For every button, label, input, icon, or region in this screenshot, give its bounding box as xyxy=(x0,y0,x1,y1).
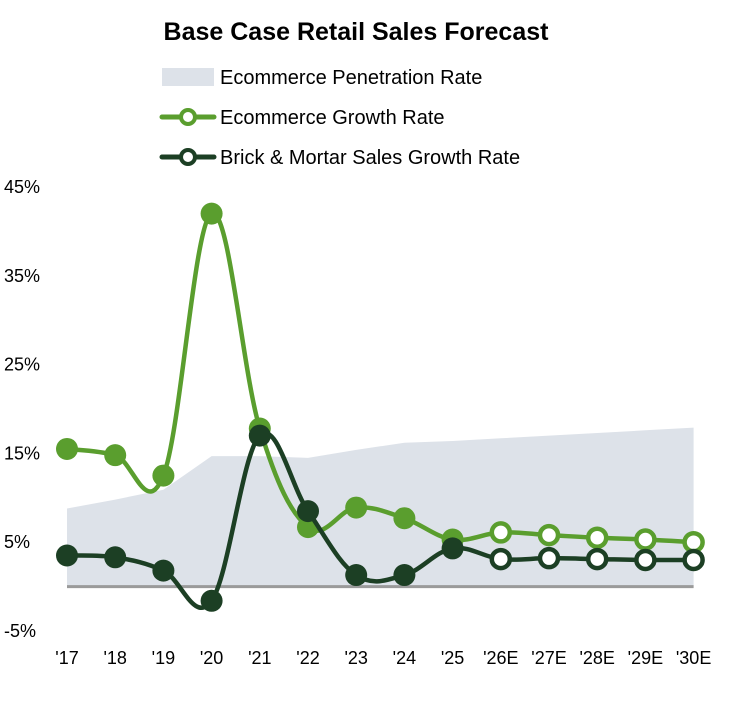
legend-marker-brick-mortar-sales-growth-rate xyxy=(179,148,197,166)
ecommerce-growth-rate-point-0 xyxy=(56,437,78,460)
chart-title: Base Case Retail Sales Forecast xyxy=(164,18,550,46)
y-axis: 45% 35% 25% 15% 5% -5% xyxy=(4,177,40,641)
brick-mortar-sales-growth-rate-point-2 xyxy=(152,559,175,582)
ecommerce-growth-rate-point-12 xyxy=(634,528,657,551)
brick-mortar-sales-growth-rate-point-1 xyxy=(104,546,127,569)
x-tick-label: '18 xyxy=(103,648,126,668)
brick-mortar-sales-growth-rate-point-7 xyxy=(393,564,416,587)
brick-mortar-sales-growth-rate-point-6 xyxy=(345,564,368,587)
ecommerce-growth-rate-point-6 xyxy=(345,496,368,519)
legend-marker-ecommerce-growth-rate xyxy=(179,108,197,126)
x-tick-label: '26E xyxy=(483,648,518,668)
ecommerce-growth-rate-point-3 xyxy=(200,202,223,225)
x-tick-label: '21 xyxy=(248,648,271,668)
x-tick-label: '28E xyxy=(579,648,614,668)
ecommerce-growth-rate-point-7 xyxy=(393,507,416,530)
y-tick-label: 35% xyxy=(4,266,40,286)
brick-mortar-sales-growth-rate-point-10 xyxy=(537,546,561,570)
ecommerce-growth-rate-point-11 xyxy=(585,526,609,550)
brick-mortar-sales-growth-rate-point-12 xyxy=(634,548,657,572)
penetration-area xyxy=(67,427,694,587)
legend-label-ecommerce-penetration-rate: Ecommerce Penetration Rate xyxy=(220,67,482,89)
brick-mortar-sales-growth-rate-point-13 xyxy=(682,548,705,572)
x-tick-label: '24 xyxy=(393,648,416,668)
y-tick-label: 15% xyxy=(4,443,40,463)
ecommerce-growth-rate-point-9 xyxy=(489,521,513,544)
brick-mortar-sales-growth-rate-point-3 xyxy=(200,589,223,612)
x-tick-label: '29E xyxy=(628,648,663,668)
y-tick-label: 25% xyxy=(4,355,40,375)
x-tick-label: '27E xyxy=(531,648,566,668)
ecommerce-growth-rate-point-1 xyxy=(104,444,127,467)
brick-mortar-sales-growth-rate-point-11 xyxy=(585,547,609,571)
legend: Ecommerce Penetration Rate Ecommerce Grow… xyxy=(159,67,520,169)
legend-label-ecommerce-growth-rate: Ecommerce Growth Rate xyxy=(220,107,445,129)
legend-swatch-ecommerce-penetration-rate xyxy=(162,68,214,86)
ecommerce-growth-rate-point-10 xyxy=(537,523,561,547)
x-axis: '17 '18 '19 '20 '21 '22 '23 '24 '25 '26E '27E '28E '… xyxy=(55,648,711,668)
brick-mortar-sales-growth-rate-point-5 xyxy=(297,500,319,523)
x-tick-label: '30E xyxy=(676,648,711,668)
x-tick-label: '20 xyxy=(200,648,223,668)
y-tick-label: -5% xyxy=(4,621,36,641)
y-tick-label: 45% xyxy=(4,177,40,197)
x-tick-label: '25 xyxy=(441,648,464,668)
brick-mortar-sales-growth-rate-point-8 xyxy=(441,537,464,560)
ecommerce-growth-rate-point-13 xyxy=(682,530,705,554)
ecommerce-growth-rate-point-2 xyxy=(152,464,175,487)
x-tick-label: '19 xyxy=(152,648,175,668)
brick-mortar-sales-growth-rate-point-0 xyxy=(56,544,78,567)
x-tick-label: '17 xyxy=(55,648,78,668)
y-tick-label: 5% xyxy=(4,532,30,552)
legend-label-brick-mortar-sales-growth-rate: Brick & Mortar Sales Growth Rate xyxy=(220,147,520,169)
brick-mortar-sales-growth-rate-point-9 xyxy=(489,547,513,571)
x-tick-label: '22 xyxy=(296,648,319,668)
brick-mortar-sales-growth-rate-point-4 xyxy=(248,424,271,447)
x-tick-label: '23 xyxy=(344,648,367,668)
plot-area xyxy=(56,202,705,612)
